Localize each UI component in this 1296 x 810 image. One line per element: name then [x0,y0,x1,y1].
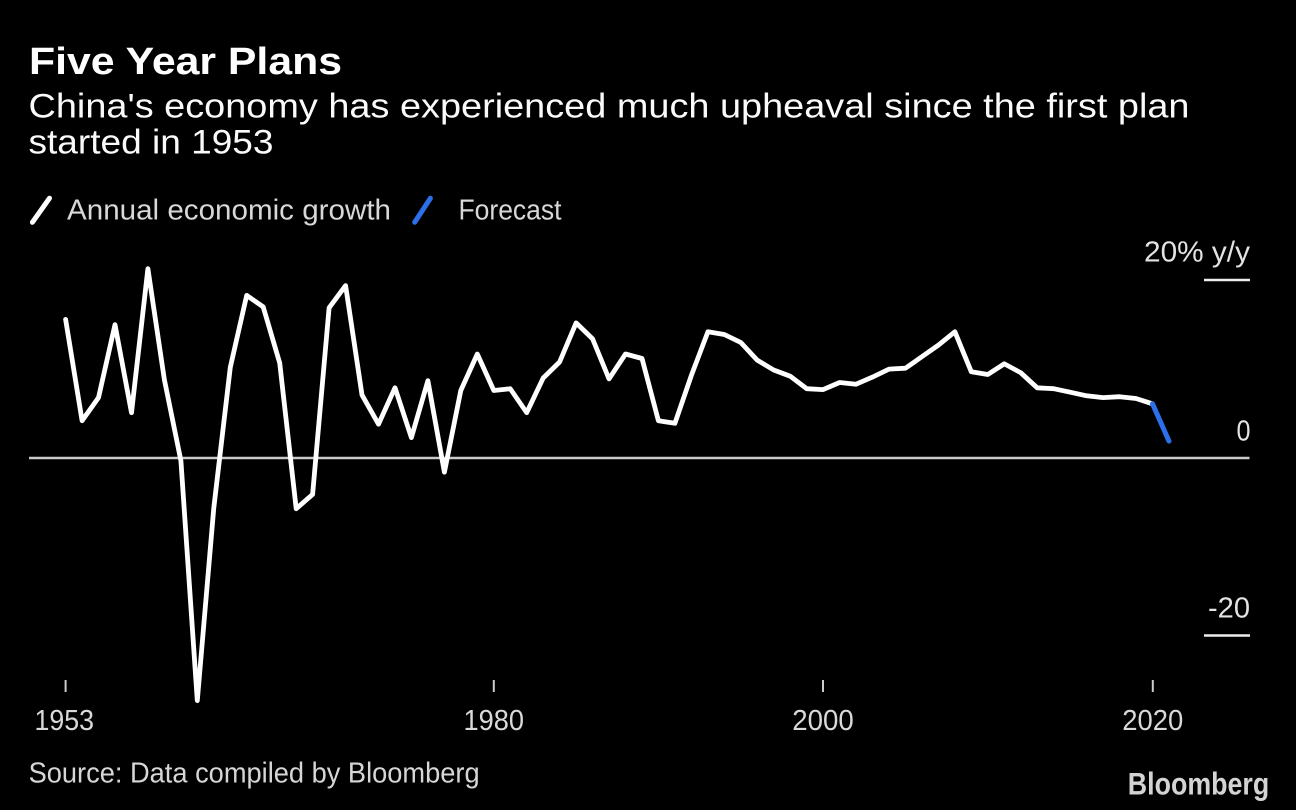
svg-text:1980: 1980 [464,705,525,737]
svg-text:2020: 2020 [1122,705,1183,737]
svg-text:0: 0 [1237,415,1251,447]
svg-text:Annual economic growth: Annual economic growth [67,194,391,226]
svg-text:Source: Data compiled by Bloom: Source: Data compiled by Bloomberg [29,757,480,789]
svg-text:Five Year Plans: Five Year Plans [29,41,342,83]
svg-text:-20: -20 [1208,593,1250,625]
svg-text:started in 1953: started in 1953 [29,124,274,162]
svg-text:20% y/y: 20% y/y [1144,237,1250,269]
svg-text:2000: 2000 [792,705,854,737]
svg-text:Forecast: Forecast [459,194,562,226]
svg-text:1953: 1953 [35,705,95,737]
svg-text:Bloomberg: Bloomberg [1128,765,1269,801]
svg-text:China's economy has experience: China's economy has experienced much uph… [29,87,1190,125]
